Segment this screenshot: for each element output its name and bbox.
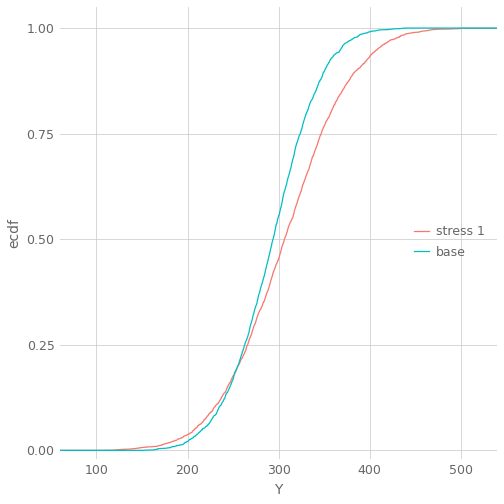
stress 1: [345, 79, 351, 85]
base: [57, 448, 63, 454]
base: [404, 25, 410, 31]
stress 1: [229, 374, 235, 381]
stress 1: [266, 286, 272, 292]
stress 1: [216, 399, 222, 405]
Legend: stress 1, base: stress 1, base: [408, 219, 491, 265]
base: [213, 411, 219, 417]
stress 1: [271, 267, 277, 273]
stress 1: [57, 448, 63, 454]
base: [274, 218, 280, 224]
base: [244, 334, 250, 340]
stress 1: [397, 33, 403, 39]
Y-axis label: ecdf: ecdf: [7, 218, 21, 248]
base: [494, 25, 500, 31]
Line: base: base: [60, 28, 497, 451]
stress 1: [494, 25, 500, 31]
base: [160, 446, 166, 452]
stress 1: [460, 25, 466, 31]
Line: stress 1: stress 1: [60, 28, 497, 451]
X-axis label: Y: Y: [274, 483, 283, 497]
base: [273, 225, 279, 231]
base: [315, 82, 321, 88]
